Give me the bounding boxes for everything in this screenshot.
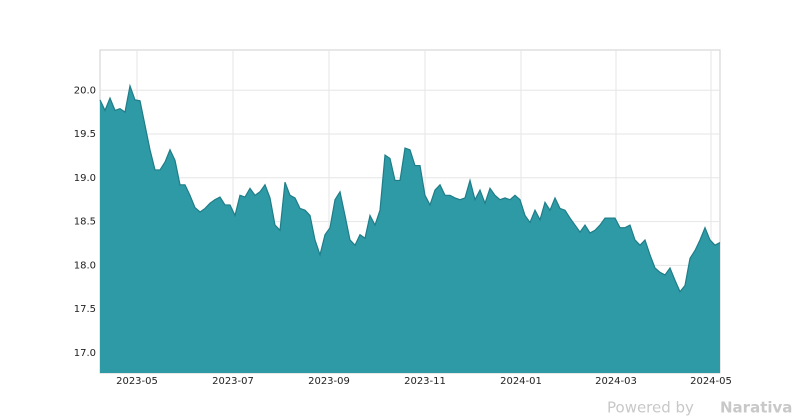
brand: Narativa bbox=[720, 399, 792, 417]
watermark: Powered by bbox=[607, 399, 694, 417]
area bbox=[100, 85, 720, 373]
x-tick-label: 2023-07 bbox=[212, 376, 254, 387]
y-tick-label: 18.5 bbox=[74, 217, 96, 228]
x-tick-label: 2023-05 bbox=[116, 376, 158, 387]
line bbox=[99, 83, 721, 293]
x-tick-label: 2024-03 bbox=[595, 376, 637, 387]
plot-layer bbox=[99, 50, 721, 373]
y-tick-label: 19.5 bbox=[74, 129, 96, 140]
x-tick-label: 2023-09 bbox=[308, 376, 350, 387]
x-tick-label: 2023-11 bbox=[404, 376, 446, 387]
y-tick-label: 20.0 bbox=[74, 85, 96, 96]
y-tick-label: 17.5 bbox=[74, 304, 96, 315]
x-tick-label: 2024-05 bbox=[690, 376, 732, 387]
y-tick-label: 18.0 bbox=[74, 260, 96, 271]
y-tick-label: 17.0 bbox=[74, 348, 96, 359]
y-tick-label: 19.0 bbox=[74, 173, 96, 184]
x-tick-label: 2024-01 bbox=[500, 376, 542, 387]
